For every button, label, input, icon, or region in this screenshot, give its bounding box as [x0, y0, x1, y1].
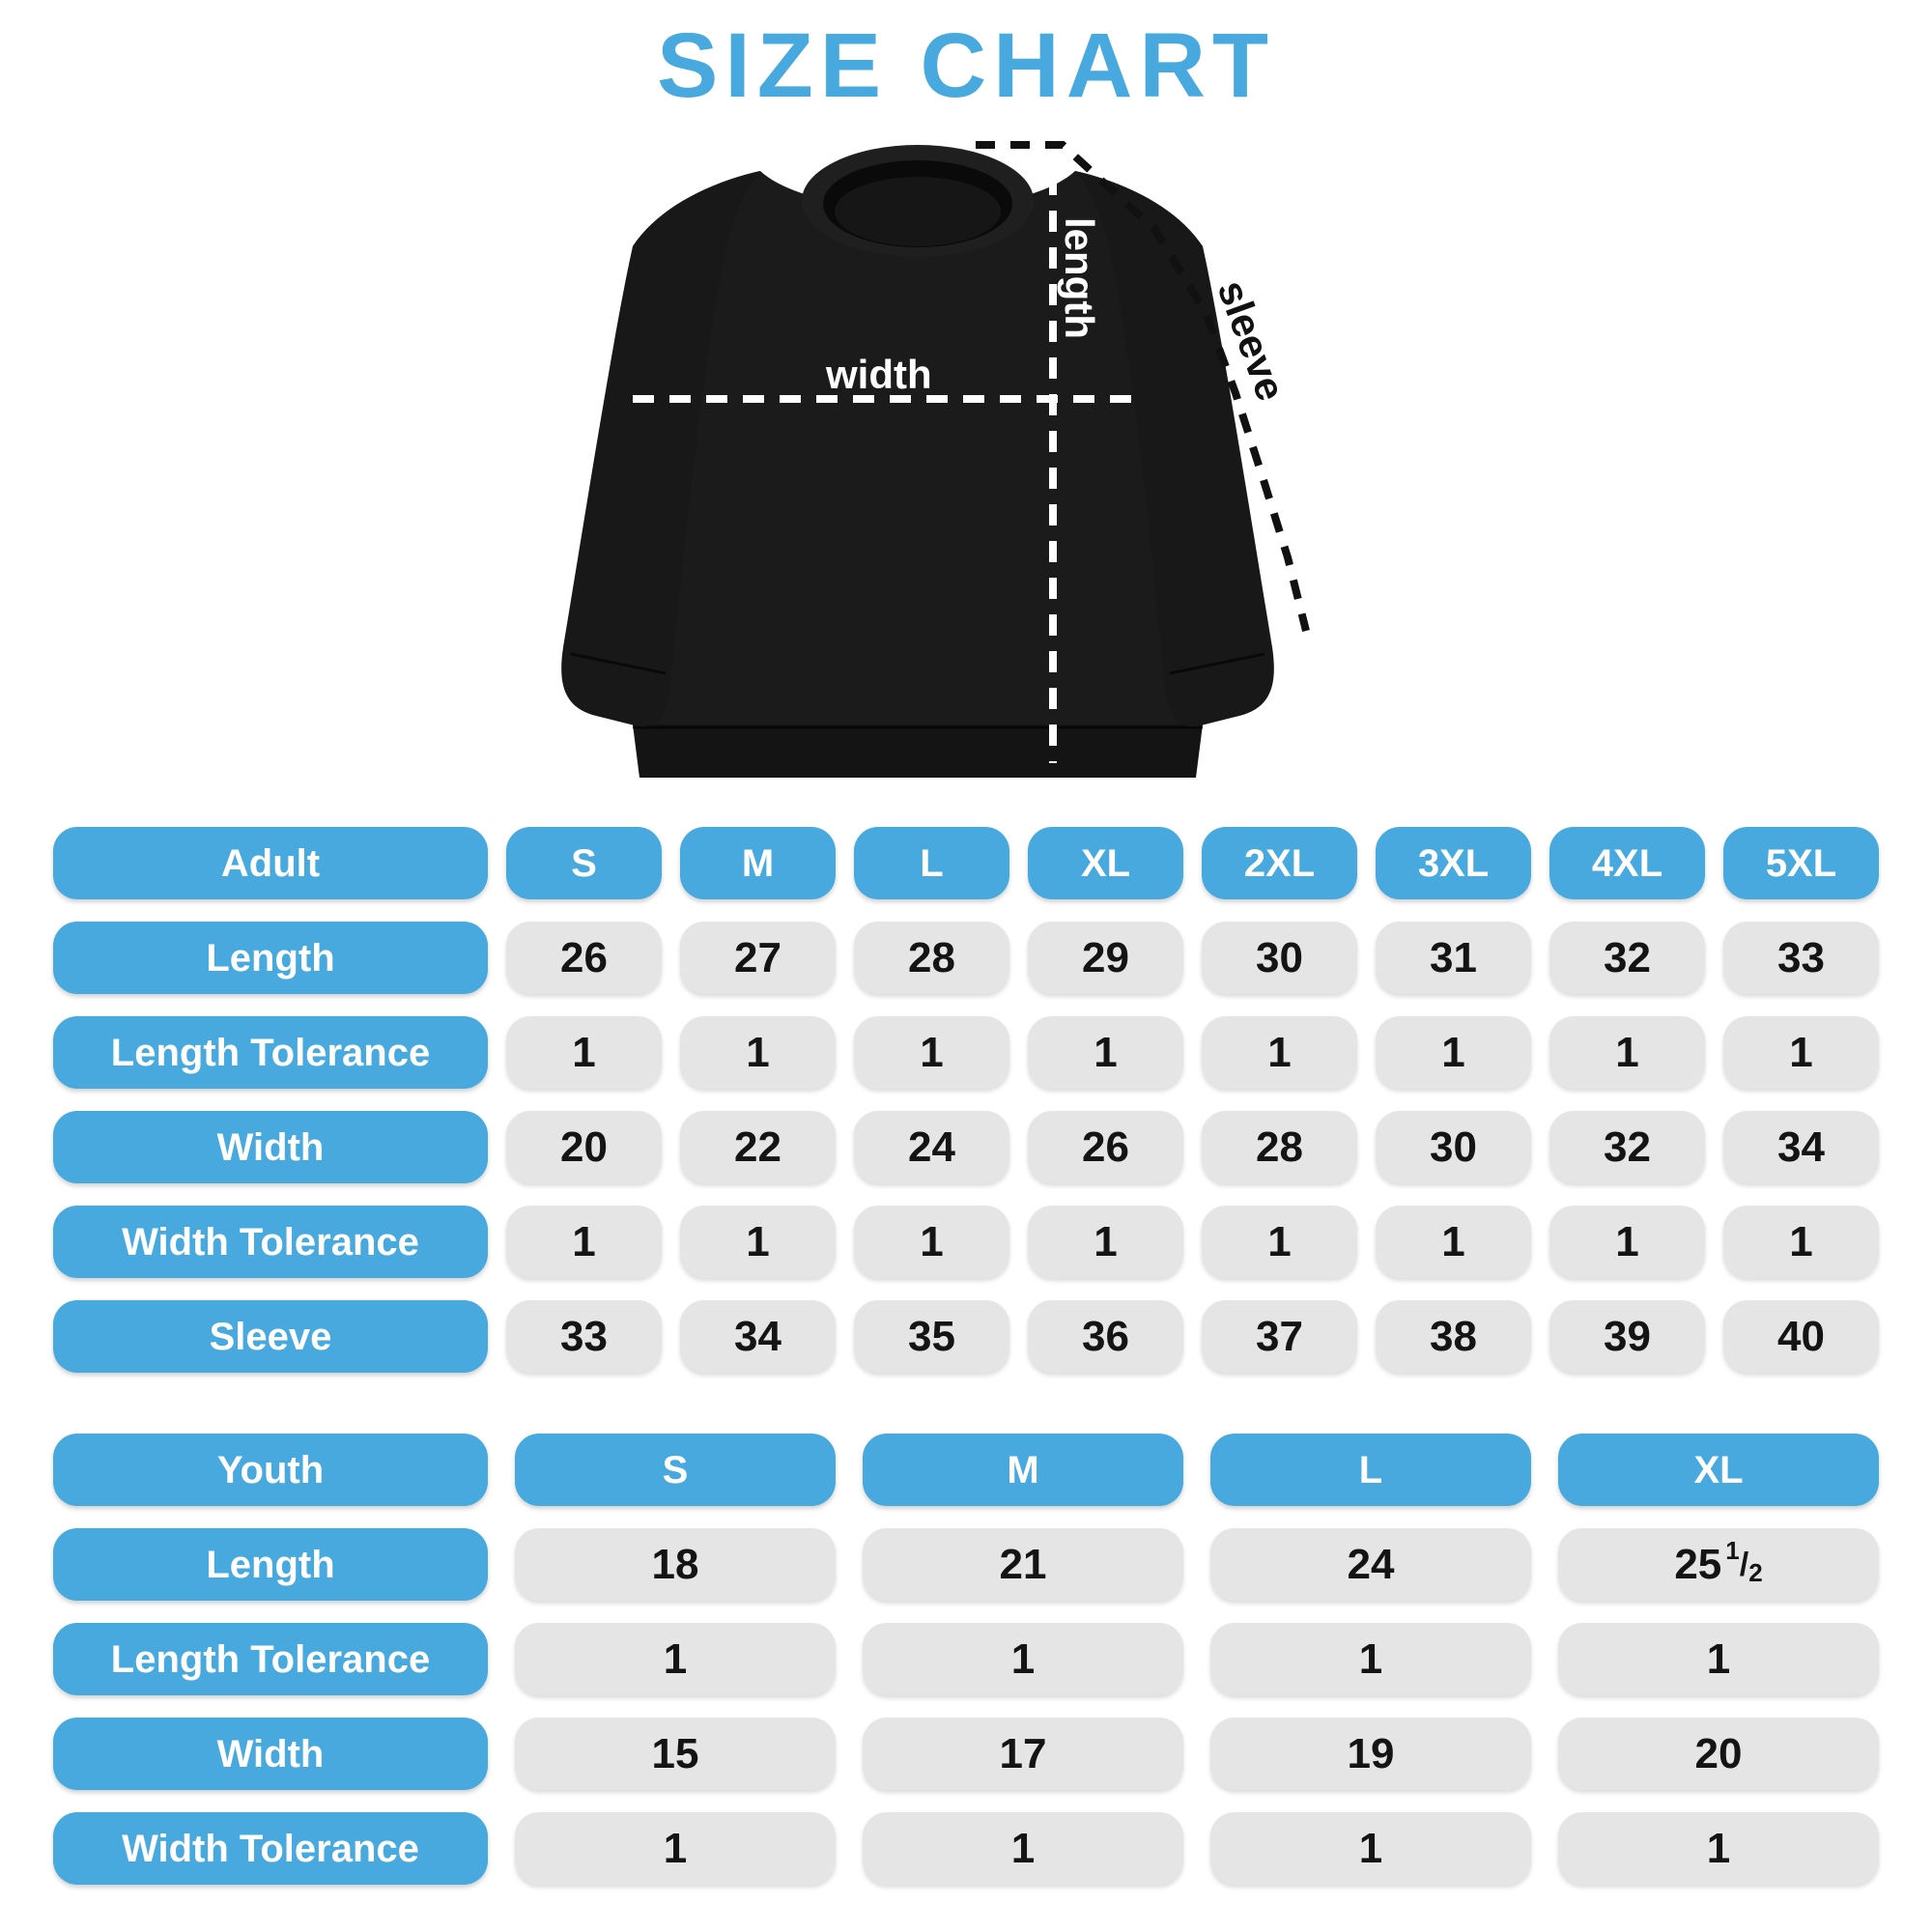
value-cell: 1 — [1558, 1812, 1879, 1885]
value-cell: 27 — [680, 922, 836, 994]
value-cell: 32 — [1549, 1111, 1705, 1183]
row-label-cell: Length — [53, 922, 488, 994]
value-cell: 1 — [1202, 1206, 1357, 1278]
value-cell: 28 — [1202, 1111, 1357, 1183]
value-cell: 1 — [1028, 1016, 1183, 1089]
value-cell: 20 — [1558, 1718, 1879, 1790]
value-cell: 1 — [1376, 1206, 1531, 1278]
size-header-cell: L — [854, 827, 1009, 899]
row-label-cell: Width — [53, 1718, 488, 1790]
value-cell: 1 — [1723, 1206, 1879, 1278]
row-label-cell: Length Tolerance — [53, 1016, 488, 1089]
value-cell: 33 — [1723, 922, 1879, 994]
value-cell: 1 — [1028, 1206, 1183, 1278]
sleeve-measure-line — [976, 141, 1310, 632]
row-label-cell: Width Tolerance — [53, 1206, 488, 1278]
value-cell: 31 — [1376, 922, 1531, 994]
value-cell: 1 — [854, 1206, 1009, 1278]
value-cell: 32 — [1549, 922, 1705, 994]
size-header-cell: 5XL — [1723, 827, 1879, 899]
youth-size-table: Youth S M L XL Length 18 21 24 25 1/2 Length Tolera… — [53, 1434, 1879, 1885]
size-header-cell: XL — [1028, 827, 1183, 899]
table-title-cell: Youth — [53, 1434, 488, 1506]
row-label-cell: Length Tolerance — [53, 1623, 488, 1695]
value-cell: 1 — [863, 1812, 1183, 1885]
row-label-cell: Sleeve — [53, 1300, 488, 1373]
adult-size-table: Adult S M L XL 2XL 3XL 4XL 5XL Length 26 27 28 29 30 31… — [53, 827, 1879, 1373]
length-label: length — [1057, 217, 1102, 339]
value-cell: 34 — [680, 1300, 836, 1373]
row-label-cell: Width Tolerance — [53, 1812, 488, 1885]
value-cell: 1 — [680, 1206, 836, 1278]
value-cell: 40 — [1723, 1300, 1879, 1373]
value-cell: 1 — [1558, 1623, 1879, 1695]
sweatshirt-diagram: width length sleeve — [536, 101, 1357, 792]
value-cell: 28 — [854, 922, 1009, 994]
value-cell: 24 — [854, 1111, 1009, 1183]
value-cell: 15 — [515, 1718, 836, 1790]
size-header-cell: XL — [1558, 1434, 1879, 1506]
value-cell: 34 — [1723, 1111, 1879, 1183]
value-cell: 25 1/2 — [1558, 1528, 1879, 1601]
row-label-cell: Length — [53, 1528, 488, 1601]
sweatshirt-graphic — [561, 145, 1274, 778]
row-label-cell: Width — [53, 1111, 488, 1183]
width-label: width — [825, 352, 932, 397]
size-header-cell: 4XL — [1549, 827, 1705, 899]
value-cell: 20 — [506, 1111, 662, 1183]
value-cell: 1 — [854, 1016, 1009, 1089]
value-cell: 1 — [515, 1623, 836, 1695]
value-cell: 1 — [506, 1206, 662, 1278]
value-cell: 30 — [1202, 922, 1357, 994]
size-header-cell: S — [515, 1434, 836, 1506]
value-cell: 39 — [1549, 1300, 1705, 1373]
sweatshirt-image: width length sleeve — [561, 141, 1310, 778]
size-header-cell: 3XL — [1376, 827, 1531, 899]
value-cell: 30 — [1376, 1111, 1531, 1183]
value-cell: 19 — [1210, 1718, 1531, 1790]
value-cell: 26 — [506, 922, 662, 994]
value-cell: 1 — [1376, 1016, 1531, 1089]
page-title: SIZE CHART — [657, 14, 1275, 117]
size-header-cell: S — [506, 827, 662, 899]
value-cell: 1 — [1549, 1206, 1705, 1278]
size-header-cell: 2XL — [1202, 827, 1357, 899]
value-cell: 17 — [863, 1718, 1183, 1790]
value-cell: 22 — [680, 1111, 836, 1183]
size-header-cell: M — [680, 827, 836, 899]
value-cell: 35 — [854, 1300, 1009, 1373]
value-cell: 36 — [1028, 1300, 1183, 1373]
value-cell: 38 — [1376, 1300, 1531, 1373]
value-cell: 21 — [863, 1528, 1183, 1601]
value-cell: 18 — [515, 1528, 836, 1601]
value-cell: 1 — [1210, 1812, 1531, 1885]
value-cell: 1 — [863, 1623, 1183, 1695]
size-header-cell: M — [863, 1434, 1183, 1506]
value-cell: 1 — [506, 1016, 662, 1089]
value-cell: 29 — [1028, 922, 1183, 994]
value-cell: 24 — [1210, 1528, 1531, 1601]
value-cell: 1 — [1723, 1016, 1879, 1089]
value-cell: 26 — [1028, 1111, 1183, 1183]
value-cell: 1 — [1549, 1016, 1705, 1089]
value-cell: 37 — [1202, 1300, 1357, 1373]
value-cell: 1 — [680, 1016, 836, 1089]
value-cell: 1 — [1202, 1016, 1357, 1089]
value-cell: 33 — [506, 1300, 662, 1373]
value-cell: 1 — [1210, 1623, 1531, 1695]
table-title-cell: Adult — [53, 827, 488, 899]
value-cell: 1 — [515, 1812, 836, 1885]
size-header-cell: L — [1210, 1434, 1531, 1506]
